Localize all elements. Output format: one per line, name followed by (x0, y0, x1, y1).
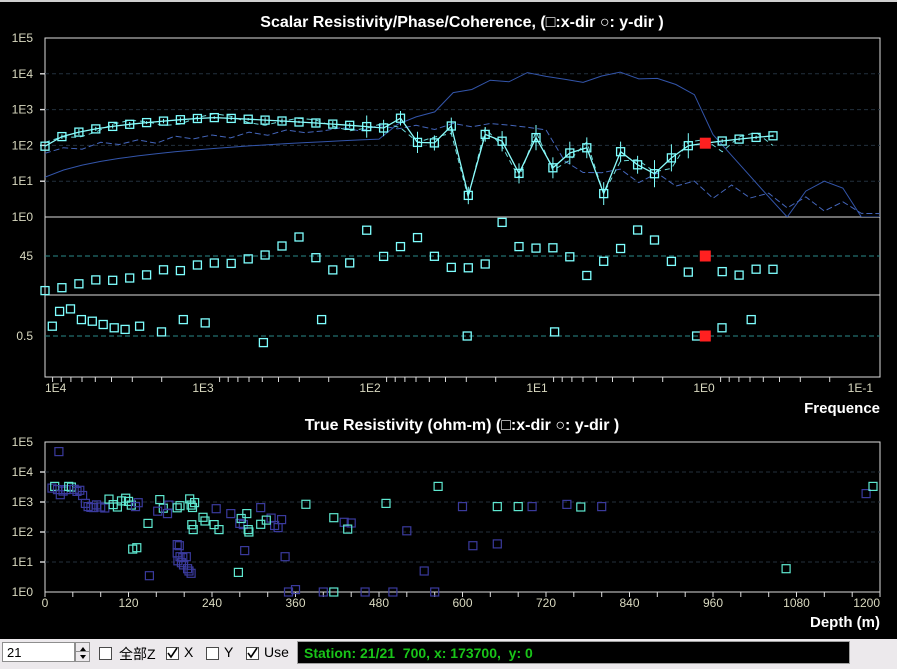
svg-text:240: 240 (202, 596, 222, 610)
svg-text:1E5: 1E5 (12, 31, 34, 45)
svg-text:1E4: 1E4 (12, 67, 34, 81)
svg-text:1E1: 1E1 (526, 381, 548, 395)
svg-text:1E2: 1E2 (12, 138, 34, 152)
svg-text:1080: 1080 (783, 596, 810, 610)
svg-text:True Resistivity (ohm-m) (□:x-: True Resistivity (ohm-m) (□:x-dir ○: y-d… (305, 417, 619, 434)
svg-text:960: 960 (703, 596, 723, 610)
svg-text:1E1: 1E1 (12, 555, 34, 569)
svg-text:1E0: 1E0 (12, 210, 34, 224)
svg-text:1E2: 1E2 (12, 525, 34, 539)
svg-text:1E-1: 1E-1 (848, 381, 874, 395)
svg-text:Scalar Resistivity/Phase/Coher: Scalar Resistivity/Phase/Coherence, (□:x… (260, 14, 663, 31)
svg-text:1E0: 1E0 (12, 585, 34, 599)
svg-text:600: 600 (452, 596, 472, 610)
svg-text:1E3: 1E3 (192, 381, 214, 395)
svg-text:1E3: 1E3 (12, 103, 34, 117)
svg-text:1E2: 1E2 (359, 381, 381, 395)
svg-text:480: 480 (369, 596, 389, 610)
svg-text:120: 120 (118, 596, 138, 610)
svg-text:1200: 1200 (853, 596, 880, 610)
svg-text:1E5: 1E5 (12, 435, 34, 449)
svg-text:0: 0 (42, 596, 49, 610)
svg-text:Depth (m): Depth (m) (810, 614, 880, 631)
svg-text:1E0: 1E0 (693, 381, 715, 395)
svg-text:1E4: 1E4 (45, 381, 67, 395)
svg-text:360: 360 (285, 596, 305, 610)
svg-text:1E3: 1E3 (12, 495, 34, 509)
svg-text:Frequence: Frequence (804, 400, 880, 417)
svg-text:1E4: 1E4 (12, 465, 34, 479)
svg-text:45: 45 (20, 249, 34, 263)
svg-text:1E1: 1E1 (12, 174, 34, 188)
svg-text:0.5: 0.5 (16, 329, 33, 343)
svg-text:720: 720 (536, 596, 556, 610)
svg-text:840: 840 (619, 596, 639, 610)
